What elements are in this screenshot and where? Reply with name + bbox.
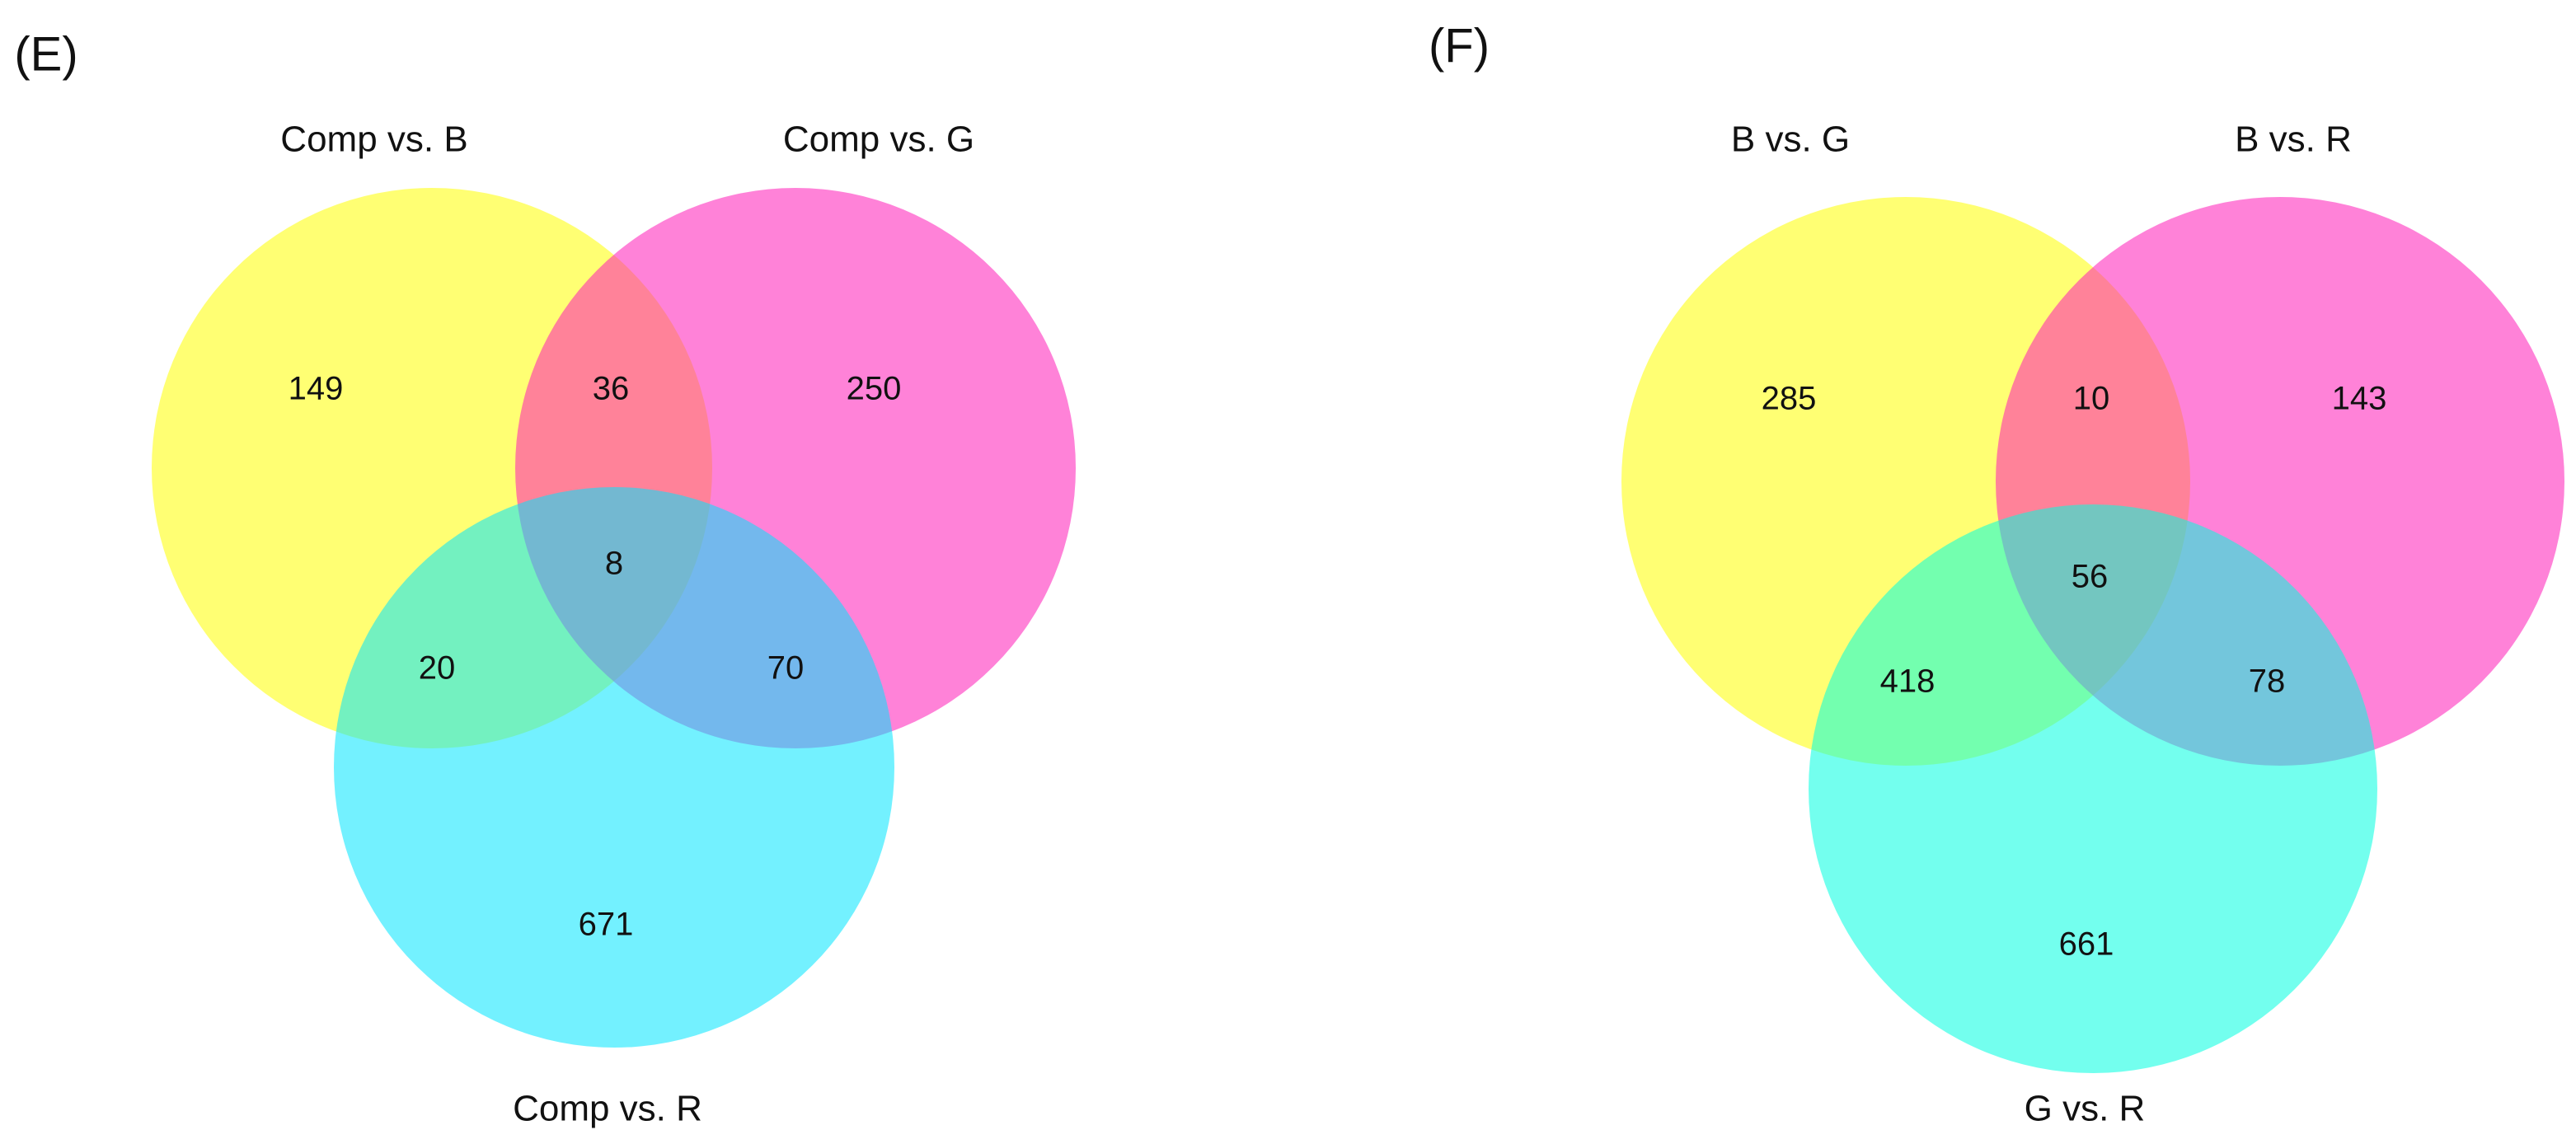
region-count: 70 — [767, 650, 805, 687]
set-label: B vs. R — [2235, 120, 2352, 160]
region-count: 418 — [1880, 663, 1936, 700]
set-label: B vs. G — [1731, 120, 1850, 160]
region-count: 661 — [2059, 926, 2114, 963]
panel-label: (F) — [1429, 19, 1490, 73]
region-count: 20 — [419, 650, 456, 687]
set-circle — [334, 487, 894, 1048]
region-count: 671 — [579, 907, 634, 943]
set-label: Comp vs. R — [513, 1089, 702, 1129]
region-count: 10 — [2073, 381, 2110, 417]
set-label: Comp vs. B — [280, 120, 467, 160]
region-count: 8 — [605, 546, 623, 582]
set-circle — [1809, 504, 2377, 1073]
set-label: G vs. R — [2025, 1089, 2146, 1129]
region-count: 285 — [1762, 381, 1817, 417]
region-count: 250 — [847, 371, 902, 407]
venn-panel: (E) Comp vs. B Comp vs. G Comp vs. R 149 36 25… — [14, 27, 1076, 1129]
region-count: 36 — [593, 371, 630, 407]
region-count: 78 — [2249, 663, 2286, 700]
region-count: 143 — [2332, 381, 2387, 417]
set-label: Comp vs. G — [783, 120, 974, 160]
panel-label: (E) — [14, 27, 77, 81]
region-count: 149 — [289, 371, 344, 407]
venn-panel: (F) B vs. G B vs. R G vs. R 285 10 143 56 418 78 6… — [1429, 19, 2564, 1129]
region-count: 56 — [2072, 559, 2109, 595]
